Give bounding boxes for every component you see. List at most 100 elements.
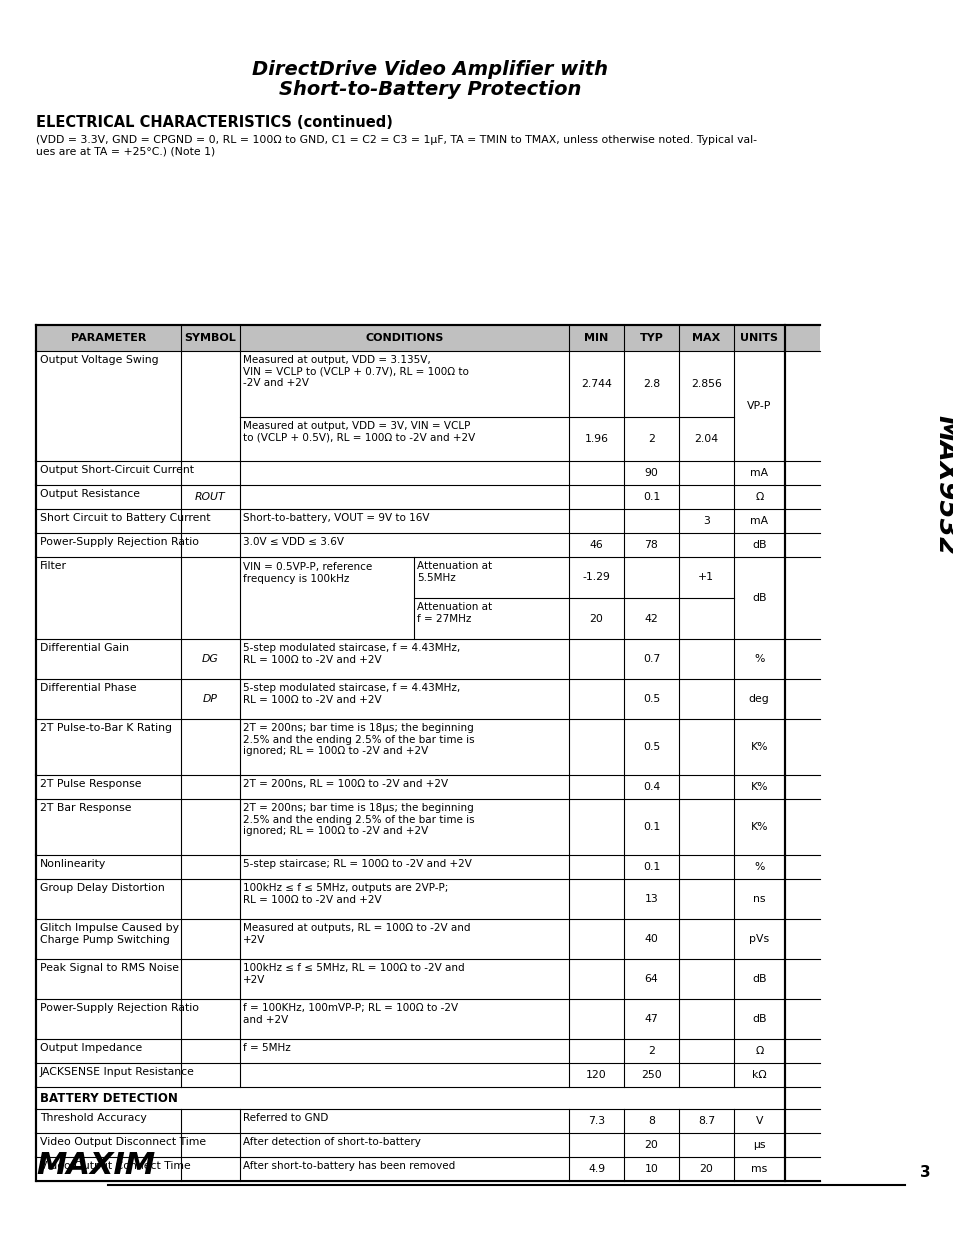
Text: 120: 120 bbox=[585, 1070, 606, 1079]
Text: 46: 46 bbox=[589, 540, 603, 550]
Text: 10: 10 bbox=[644, 1165, 658, 1174]
Text: PARAMETER: PARAMETER bbox=[71, 333, 146, 343]
Text: mA: mA bbox=[749, 468, 767, 478]
Text: 3: 3 bbox=[702, 516, 709, 526]
Text: 42: 42 bbox=[644, 614, 658, 624]
Text: Output Impedance: Output Impedance bbox=[40, 1044, 142, 1053]
Text: After detection of short-to-battery: After detection of short-to-battery bbox=[243, 1137, 420, 1147]
Text: Power-Supply Rejection Ratio: Power-Supply Rejection Ratio bbox=[40, 1003, 199, 1013]
Text: (VDD = 3.3V, GND = CPGND = 0, RL = 100Ω to GND, C1 = C2 = C3 = 1μF, TA = TMIN to: (VDD = 3.3V, GND = CPGND = 0, RL = 100Ω … bbox=[36, 135, 757, 144]
Text: Peak Signal to RMS Noise: Peak Signal to RMS Noise bbox=[40, 963, 179, 973]
Text: Video Output Connect Time: Video Output Connect Time bbox=[40, 1161, 191, 1171]
Text: 20: 20 bbox=[644, 1140, 658, 1150]
Text: Video Output Disconnect Time: Video Output Disconnect Time bbox=[40, 1137, 206, 1147]
Text: 4.9: 4.9 bbox=[587, 1165, 604, 1174]
Text: 100kHz ≤ f ≤ 5MHz, RL = 100Ω to -2V and
+2V: 100kHz ≤ f ≤ 5MHz, RL = 100Ω to -2V and … bbox=[243, 963, 464, 984]
Text: V: V bbox=[755, 1116, 762, 1126]
Text: Output Short-Circuit Current: Output Short-Circuit Current bbox=[40, 466, 193, 475]
Text: 2T Pulse-to-Bar K Rating: 2T Pulse-to-Bar K Rating bbox=[40, 722, 172, 734]
Text: Measured at outputs, RL = 100Ω to -2V and
+2V: Measured at outputs, RL = 100Ω to -2V an… bbox=[243, 923, 470, 945]
Text: Power-Supply Rejection Ratio: Power-Supply Rejection Ratio bbox=[40, 537, 199, 547]
Text: Short Circuit to Battery Current: Short Circuit to Battery Current bbox=[40, 513, 211, 522]
Text: Attenuation at
f = 27MHz: Attenuation at f = 27MHz bbox=[416, 601, 492, 624]
Text: -1.29: -1.29 bbox=[582, 573, 610, 583]
Text: VP-P: VP-P bbox=[746, 401, 771, 411]
Text: DG: DG bbox=[202, 655, 218, 664]
Text: BATTERY DETECTION: BATTERY DETECTION bbox=[40, 1092, 177, 1104]
Text: 5-step modulated staircase, f = 4.43MHz,
RL = 100Ω to -2V and +2V: 5-step modulated staircase, f = 4.43MHz,… bbox=[243, 683, 459, 705]
Text: 2: 2 bbox=[647, 433, 654, 445]
Text: 8: 8 bbox=[647, 1116, 654, 1126]
Text: f = 5MHz: f = 5MHz bbox=[243, 1044, 291, 1053]
Text: 2T = 200ns; bar time is 18μs; the beginning
2.5% and the ending 2.5% of the bar : 2T = 200ns; bar time is 18μs; the beginn… bbox=[243, 803, 474, 836]
Text: dB: dB bbox=[751, 1014, 765, 1024]
Text: 2T Pulse Response: 2T Pulse Response bbox=[40, 779, 141, 789]
Text: Measured at output, VDD = 3.135V,
VIN = VCLP to (VCLP + 0.7V), RL = 100Ω to
-2V : Measured at output, VDD = 3.135V, VIN = … bbox=[243, 354, 468, 388]
Text: pVs: pVs bbox=[748, 934, 768, 944]
Text: deg: deg bbox=[748, 694, 769, 704]
Text: mA: mA bbox=[749, 516, 767, 526]
Text: %: % bbox=[753, 862, 763, 872]
Text: dB: dB bbox=[751, 593, 765, 603]
Text: ELECTRICAL CHARACTERISTICS (continued): ELECTRICAL CHARACTERISTICS (continued) bbox=[36, 115, 393, 130]
Bar bbox=[36, 325, 820, 351]
Text: ROUT: ROUT bbox=[195, 492, 226, 501]
Text: 20: 20 bbox=[699, 1165, 713, 1174]
Text: 2.744: 2.744 bbox=[580, 379, 612, 389]
Text: MAX: MAX bbox=[692, 333, 720, 343]
Text: DP: DP bbox=[203, 694, 217, 704]
Text: 100kHz ≤ f ≤ 5MHz, outputs are 2VP-P;
RL = 100Ω to -2V and +2V: 100kHz ≤ f ≤ 5MHz, outputs are 2VP-P; RL… bbox=[243, 883, 448, 904]
Text: 0.1: 0.1 bbox=[642, 492, 659, 501]
Text: 3.0V ≤ VDD ≤ 3.6V: 3.0V ≤ VDD ≤ 3.6V bbox=[243, 537, 343, 547]
Text: Glitch Impulse Caused by
Charge Pump Switching: Glitch Impulse Caused by Charge Pump Swi… bbox=[40, 923, 179, 945]
Text: Short-to-Battery Protection: Short-to-Battery Protection bbox=[278, 80, 580, 99]
Text: K%: K% bbox=[750, 823, 767, 832]
Text: 3: 3 bbox=[919, 1165, 929, 1179]
Text: 8.7: 8.7 bbox=[697, 1116, 714, 1126]
Text: Ω: Ω bbox=[755, 492, 762, 501]
Text: Ω: Ω bbox=[755, 1046, 762, 1056]
Text: ms: ms bbox=[750, 1165, 766, 1174]
Text: K%: K% bbox=[750, 782, 767, 792]
Text: 7.3: 7.3 bbox=[587, 1116, 604, 1126]
Text: After short-to-battery has been removed: After short-to-battery has been removed bbox=[243, 1161, 455, 1171]
Text: Short-to-battery, VOUT = 9V to 16V: Short-to-battery, VOUT = 9V to 16V bbox=[243, 513, 429, 522]
Text: dB: dB bbox=[751, 540, 765, 550]
Text: kΩ: kΩ bbox=[751, 1070, 766, 1079]
Text: ues are at TA = +25°C.) (Note 1): ues are at TA = +25°C.) (Note 1) bbox=[36, 147, 215, 157]
Text: 40: 40 bbox=[644, 934, 658, 944]
Text: 0.1: 0.1 bbox=[642, 862, 659, 872]
Text: Output Resistance: Output Resistance bbox=[40, 489, 140, 499]
Text: 90: 90 bbox=[644, 468, 658, 478]
Text: TYP: TYP bbox=[639, 333, 662, 343]
Text: 47: 47 bbox=[644, 1014, 658, 1024]
Text: 5-step modulated staircase, f = 4.43MHz,
RL = 100Ω to -2V and +2V: 5-step modulated staircase, f = 4.43MHz,… bbox=[243, 643, 459, 664]
Text: Referred to GND: Referred to GND bbox=[243, 1113, 328, 1123]
Text: Filter: Filter bbox=[40, 561, 67, 571]
Text: 0.1: 0.1 bbox=[642, 823, 659, 832]
Text: MAX9532: MAX9532 bbox=[931, 415, 953, 556]
Text: Output Voltage Swing: Output Voltage Swing bbox=[40, 354, 158, 366]
Text: %: % bbox=[753, 655, 763, 664]
Text: Measured at output, VDD = 3V, VIN = VCLP
to (VCLP + 0.5V), RL = 100Ω to -2V and : Measured at output, VDD = 3V, VIN = VCLP… bbox=[243, 421, 475, 442]
Text: 0.5: 0.5 bbox=[642, 742, 659, 752]
Text: Differential Phase: Differential Phase bbox=[40, 683, 136, 693]
Text: 2T = 200ns, RL = 100Ω to -2V and +2V: 2T = 200ns, RL = 100Ω to -2V and +2V bbox=[243, 779, 448, 789]
Text: 1.96: 1.96 bbox=[584, 433, 608, 445]
Text: Group Delay Distortion: Group Delay Distortion bbox=[40, 883, 165, 893]
Text: Differential Gain: Differential Gain bbox=[40, 643, 129, 653]
Text: 2.856: 2.856 bbox=[690, 379, 721, 389]
Text: MAXIM: MAXIM bbox=[36, 1151, 155, 1179]
Text: SYMBOL: SYMBOL bbox=[184, 333, 236, 343]
Text: 2T = 200ns; bar time is 18μs; the beginning
2.5% and the ending 2.5% of the bar : 2T = 200ns; bar time is 18μs; the beginn… bbox=[243, 722, 474, 756]
Text: μs: μs bbox=[752, 1140, 764, 1150]
Text: 0.7: 0.7 bbox=[642, 655, 659, 664]
Text: 2.8: 2.8 bbox=[642, 379, 659, 389]
Text: f = 100KHz, 100mVP-P; RL = 100Ω to -2V
and +2V: f = 100KHz, 100mVP-P; RL = 100Ω to -2V a… bbox=[243, 1003, 457, 1025]
Text: Nonlinearity: Nonlinearity bbox=[40, 860, 106, 869]
Text: +1: +1 bbox=[698, 573, 714, 583]
Text: K%: K% bbox=[750, 742, 767, 752]
Text: 20: 20 bbox=[589, 614, 603, 624]
Text: dB: dB bbox=[751, 974, 765, 984]
Text: VIN = 0.5VP-P, reference
frequency is 100kHz: VIN = 0.5VP-P, reference frequency is 10… bbox=[243, 562, 372, 584]
